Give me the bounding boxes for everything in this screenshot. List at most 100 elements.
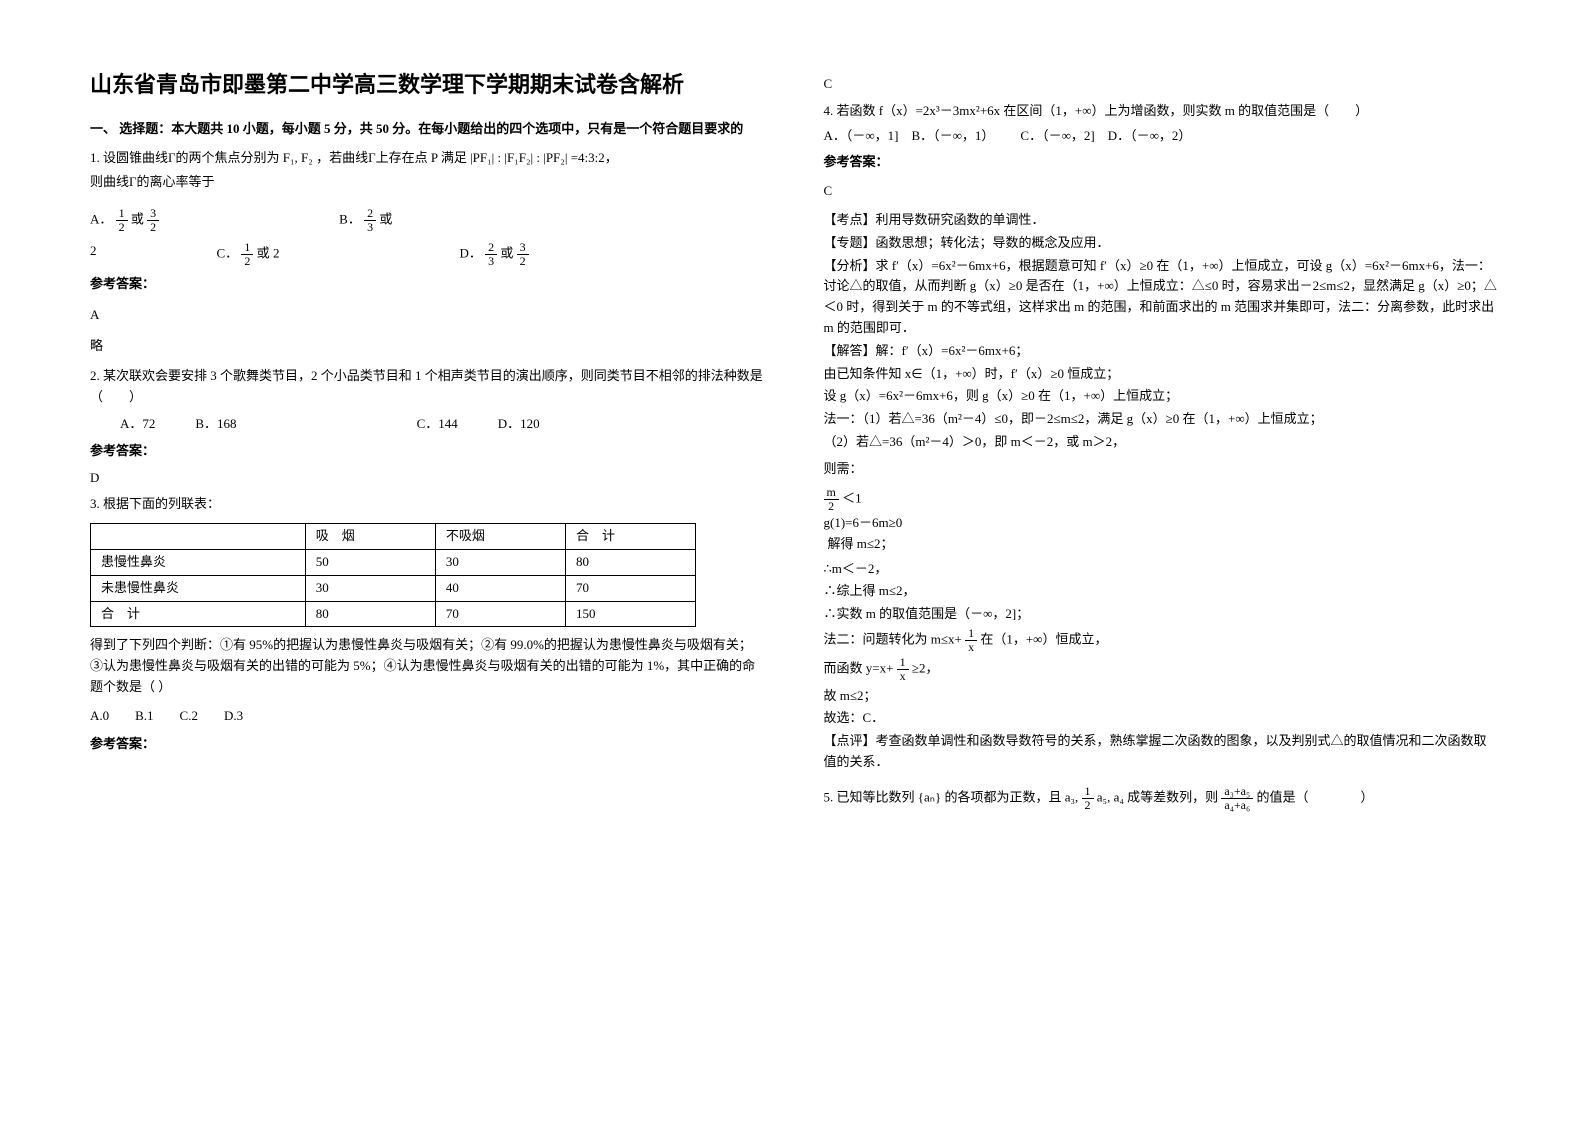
q1-optD-f2: 32: [517, 241, 529, 268]
q1-opts-row2: 2 C． 12 或 2 D． 23 或 32: [90, 241, 764, 268]
td: 80: [305, 601, 435, 627]
q1-optD-or: 或: [500, 245, 513, 260]
q1-optB-f1: 23: [364, 207, 376, 234]
n: 1: [897, 656, 909, 670]
td: 40: [435, 575, 565, 601]
q4-l11: ∴实数 m 的取值范围是（－∞，2]；: [824, 604, 1498, 625]
q5-a: 5. 已知等比数列: [824, 790, 915, 805]
q5-stem: 5. 已知等比数列 {aₙ} 的各项都为正数，且 a₃, 12 a₅, a₄ 成…: [824, 785, 1498, 812]
q2-opts: A．72 B．168 C．144 D．120: [90, 414, 764, 435]
d: 2: [241, 255, 253, 268]
q2-ans-label: 参考答案：: [90, 441, 764, 462]
d: 2: [147, 221, 159, 234]
q2-ans: D: [90, 468, 764, 489]
q4-case: 则需：: [824, 459, 1498, 480]
th: 不吸烟: [435, 524, 565, 550]
doc-title: 山东省青岛市即墨第二中学高三数学理下学期期末试卷含解析: [90, 70, 764, 101]
q4-l3: 【分析】求 f′（x）=6x²－6mx+6，根据题意可知 f′（x）≥0 在（1…: [824, 256, 1498, 339]
q1-optC-pre: C．: [217, 245, 239, 260]
q1-a: 1. 设圆锥曲线Γ的两个焦点分别为: [90, 150, 280, 165]
q5-terms-a: a₃,: [1065, 790, 1082, 805]
q4-case-pre: 则需：: [824, 459, 863, 480]
q4-l12-frac: 1x: [965, 627, 977, 654]
td: 合 计: [91, 601, 306, 627]
q2-a: A．72: [120, 414, 155, 435]
td: 50: [305, 549, 435, 575]
q4-l14: 故 m≤2；: [824, 686, 1498, 707]
td: 80: [565, 549, 695, 575]
q1-brief: 略: [90, 336, 764, 357]
q1-optA: A． 12 或 32: [90, 207, 159, 234]
q3-ans-label: 参考答案：: [90, 734, 764, 755]
q2-stem: 2. 某次联欢会要安排 3 个歌舞类节目，2 个小品类节目和 1 个相声类节目的…: [90, 366, 764, 408]
q1-optD-pre: D．: [459, 245, 481, 260]
q4-l13-frac: 1x: [897, 656, 909, 683]
table-row: 吸 烟 不吸烟 合 计: [91, 524, 696, 550]
right-column: C 4. 若函数 f（x）=2x³－3mx²+6x 在区间（1，+∞）上为增函数…: [824, 70, 1498, 1052]
q4-l9: ∴m＜－2，: [824, 559, 1498, 580]
q1-optC-2: 2: [273, 245, 280, 260]
q4-l13a: 而函数 y=x+: [824, 661, 894, 676]
th: 合 计: [565, 524, 695, 550]
n: 3: [517, 241, 529, 255]
d: 2: [1082, 799, 1094, 812]
q5-c: 成等差数列，则: [1127, 790, 1221, 805]
q1-optA-pre: A．: [90, 212, 112, 227]
section-1-head: 一、 选择题：本大题共 10 小题，每小题 5 分，共 50 分。在每小题给出的…: [90, 119, 764, 140]
q4-l13b: ≥2，: [912, 661, 939, 676]
q1-c: 则曲线Γ的离心率等于: [90, 172, 764, 193]
q2-b: B．168: [195, 414, 236, 435]
d: 3: [364, 221, 376, 234]
n: a₃+a₅: [1221, 785, 1253, 799]
q4-case-tail: 解得 m≤2；: [828, 536, 894, 551]
q4-l12b: 在（1，+∞）恒成立，: [980, 632, 1107, 647]
n: m: [824, 486, 839, 500]
case2: g(1)=6－6m≥0: [824, 513, 1498, 534]
td: 患慢性鼻炎: [91, 549, 306, 575]
td: 30: [435, 549, 565, 575]
q1-row2-2: 2: [90, 241, 97, 268]
td: 70: [435, 601, 565, 627]
q4-ans-label: 参考答案：: [824, 152, 1498, 173]
n: 1: [116, 207, 128, 221]
q3-stem: 3. 根据下面的列联表：: [90, 494, 764, 515]
q1-ans: A: [90, 305, 764, 326]
q4-l15: 故选：C．: [824, 708, 1498, 729]
left-column: 山东省青岛市即墨第二中学高三数学理下学期期末试卷含解析 一、 选择题：本大题共 …: [90, 70, 764, 1052]
case1-frac: m2: [824, 486, 839, 513]
q3-table: 吸 烟 不吸烟 合 计 患慢性鼻炎 50 30 80 未患慢性鼻炎 30 40 …: [90, 523, 696, 627]
n: 1: [241, 241, 253, 255]
q4-l12a: 法二：问题转化为 m≤x+: [824, 632, 962, 647]
q4-l7: 法一：（1）若△=36（m²－4）≤0，即－2≤m≤2，满足 g（x）≥0 在（…: [824, 409, 1498, 430]
q1-optD: D． 23 或 32: [459, 241, 528, 268]
th: [91, 524, 306, 550]
q5-seq: {aₙ}: [918, 790, 941, 805]
case1-tail: ＜1: [842, 490, 862, 505]
d: a₄+a₆: [1221, 799, 1253, 812]
q1-stem: 1. 设圆锥曲线Γ的两个焦点分别为 F₁, F₂ ，若曲线Γ上存在点 P 满足 …: [90, 148, 764, 169]
q1-optA-f2: 32: [147, 207, 159, 234]
q1-optD-f1: 23: [485, 241, 497, 268]
table-row: 合 计 80 70 150: [91, 601, 696, 627]
q4-l12: 法二：问题转化为 m≤x+ 1x 在（1，+∞）恒成立，: [824, 627, 1498, 654]
q4-l8: （2）若△=36（m²－4）＞0，即 m＜－2，或 m＞2，: [824, 432, 1498, 453]
q2-d: D．120: [498, 414, 540, 435]
q4-opts: A．（－∞，1] B．（－∞，1） C．（－∞，2] D．（－∞，2）: [824, 126, 1498, 147]
q4-l13: 而函数 y=x+ 1x ≥2，: [824, 656, 1498, 683]
q5-half: 12: [1082, 785, 1094, 812]
q4-stem: 4. 若函数 f（x）=2x³－3mx²+6x 在区间（1，+∞）上为增函数，则…: [824, 101, 1498, 122]
d: x: [965, 641, 977, 654]
q4-l6: 设 g（x）=6x²－6mx+6，则 g（x）≥0 在（1，+∞）上恒成立；: [824, 386, 1498, 407]
q4-l5: 由已知条件知 x∈（1，+∞）时，f′（x）≥0 恒成立；: [824, 364, 1498, 385]
q1-optB: B． 23 或: [339, 207, 392, 234]
q4-l2: 【专题】函数思想；转化法；导数的概念及应用．: [824, 233, 1498, 254]
q1-optC-f1: 12: [241, 241, 253, 268]
q5-b: 的各项都为正数，且: [944, 790, 1064, 805]
q4-l10: ∴综上得 m≤2，: [824, 581, 1498, 602]
q1-b: ，若曲线Γ上存在点 P 满足: [316, 150, 467, 165]
table-row: 患慢性鼻炎 50 30 80: [91, 549, 696, 575]
q1-optC-or: 或: [257, 245, 270, 260]
q1-f1f2: F₁, F₂: [283, 150, 313, 165]
q3-post: 得到了下列四个判断：①有 95%的把握认为患慢性鼻炎与吸烟有关；②有 99.0%…: [90, 635, 764, 697]
q4-l16: 【点评】考查函数单调性和函数导数符号的关系，熟练掌握二次函数的图象，以及判别式△…: [824, 731, 1498, 773]
